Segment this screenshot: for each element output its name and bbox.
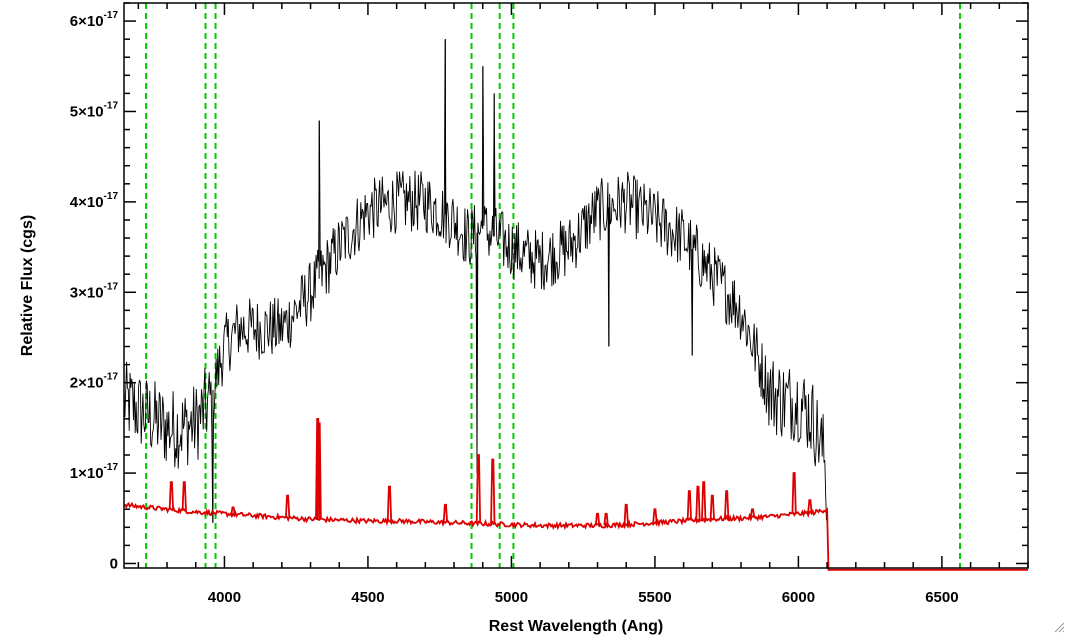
error-spectrum-peak [442, 503, 449, 523]
error-spectrum-peak [181, 481, 187, 511]
error-spectrum-peak [603, 512, 609, 526]
x-axis-title: Rest Wavelength (Ang) [489, 618, 664, 635]
axis-ticks [124, 2, 1029, 568]
y-tick-label: 0 [110, 555, 118, 572]
error-spectrum-peak [807, 499, 813, 514]
y-tick-label: 4×10-17 [70, 191, 119, 211]
error-spectrum-peak [316, 422, 322, 520]
emission-line-markers [145, 3, 961, 568]
x-tick-label: 6000 [782, 589, 815, 606]
error-spectrum-peak [652, 508, 658, 523]
error-spectrum-peak [284, 494, 291, 518]
y-tick-label: 2×10-17 [70, 372, 119, 392]
spectra-group [123, 39, 1028, 571]
x-tick-labels: 4000 4500 5000 5500 6000 6500 [208, 589, 959, 606]
spectrum-line [123, 39, 827, 523]
error-spectrum-peak [475, 454, 482, 524]
error-spectrum-peak [230, 506, 236, 515]
y-tick-label: 1×10-17 [70, 462, 119, 482]
error-spectrum-peak [709, 494, 715, 520]
x-tick-label: 4500 [351, 589, 384, 606]
error-spectrum-peak [695, 485, 701, 521]
y-tick-label: 6×10-17 [70, 10, 119, 30]
error-spectrum-peak [791, 472, 797, 515]
plot-frame [123, 2, 1029, 569]
y-tick-label: 5×10-17 [70, 100, 119, 120]
error-spectrum-peak [594, 512, 601, 526]
error-spectrum-peak [168, 481, 174, 510]
y-axis-title: Relative Flux (cgs) [19, 215, 36, 356]
error-spectrum-peak [749, 508, 756, 518]
y-tick-label: 3×10-17 [70, 281, 119, 301]
error-spectrum-peak [686, 490, 692, 521]
x-tick-label: 5500 [638, 589, 671, 606]
x-tick-label: 6500 [925, 589, 958, 606]
error-spectrum-peak [701, 481, 707, 520]
error-spectrum-peak [490, 458, 496, 525]
error-spectrum-peak [386, 485, 393, 522]
resize-grip-icon[interactable] [1053, 621, 1065, 633]
x-tick-label: 5000 [495, 589, 528, 606]
y-tick-labels: 0 1×10-17 2×10-17 3×10-17 4×10-17 5×10-17 6×10… [70, 10, 119, 572]
x-tick-label: 4000 [208, 589, 241, 606]
error-spectrum-peak [623, 503, 629, 525]
error-spectrum-peak [724, 490, 730, 519]
